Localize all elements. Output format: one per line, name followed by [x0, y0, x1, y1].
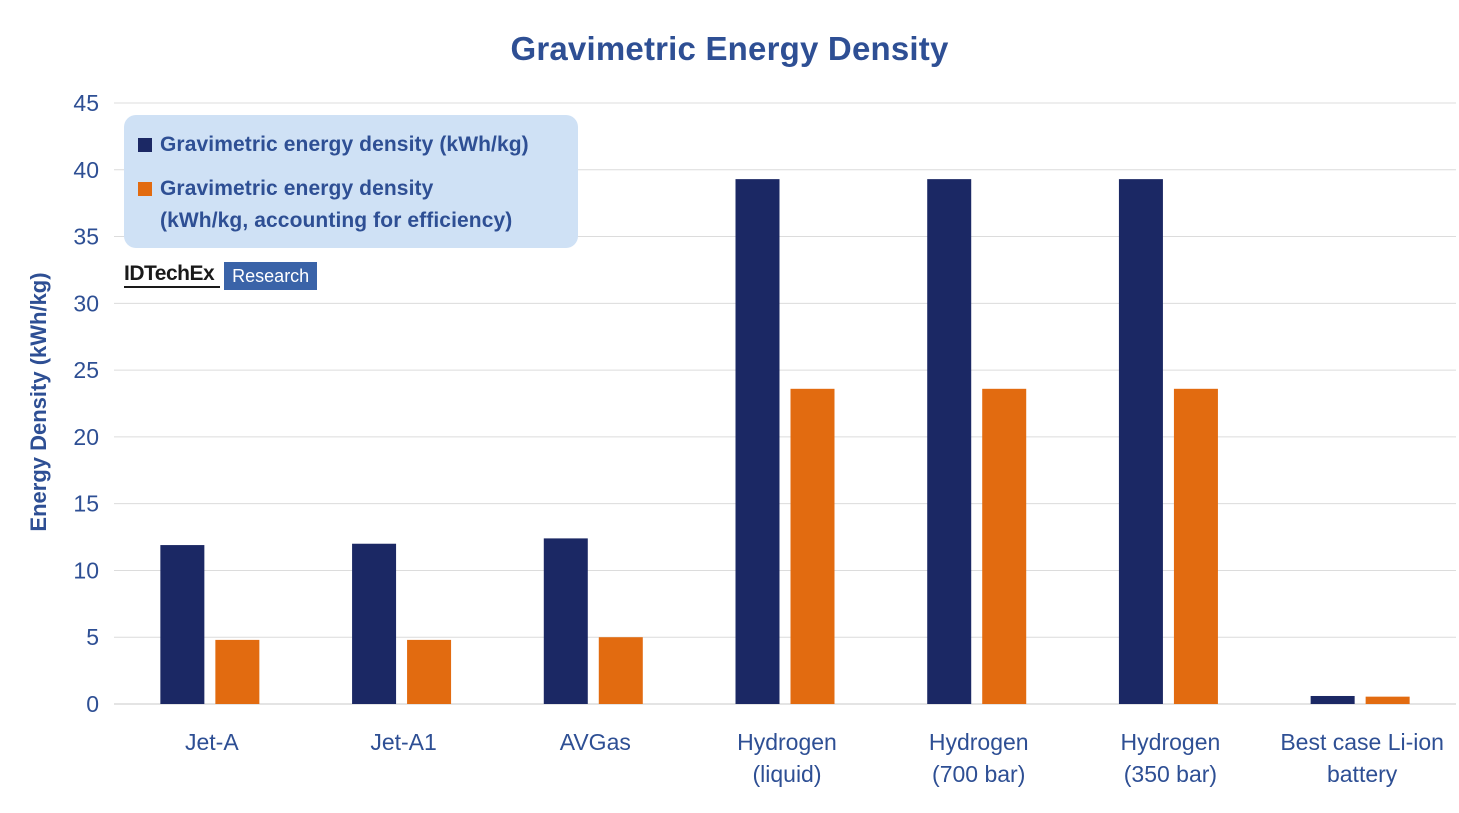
bar-energy-density: [1118, 179, 1163, 705]
x-tick-label: Hydrogen (700 bar): [929, 729, 1029, 787]
y-tick-label: 45: [73, 90, 99, 116]
x-tick-label: AVGas: [560, 729, 631, 755]
bar-energy-density: [543, 538, 588, 704]
y-tick-label: 20: [73, 424, 99, 450]
x-tick-label: Jet-A1: [370, 729, 436, 755]
bar-energy-density: [352, 543, 397, 704]
y-tick-label: 0: [86, 691, 99, 717]
legend-swatch-series-2: [138, 182, 152, 196]
y-tick-label: 10: [73, 557, 99, 583]
legend-item-series-2: Gravimetric energy density (kWh/kg, acco…: [138, 173, 566, 237]
bar-accounting-efficiency: [790, 388, 835, 704]
y-tick-label: 5: [86, 624, 99, 650]
y-tick-label: 35: [73, 224, 99, 250]
chart-title: Gravimetric Energy Density: [510, 30, 949, 67]
legend-label-series-1: Gravimetric energy density (kWh/kg): [160, 133, 529, 156]
bars: [160, 179, 1410, 705]
logo-tag: Research: [224, 262, 318, 290]
legend-item-series-1: Gravimetric energy density (kWh/kg): [138, 129, 566, 161]
bar-energy-density: [160, 545, 205, 704]
bar-accounting-efficiency: [1173, 388, 1218, 704]
y-tick-labels: 0 5 10 15 20 25 30 35 40 45: [73, 90, 99, 717]
bar-accounting-efficiency: [598, 637, 643, 704]
bar-accounting-efficiency: [1365, 696, 1410, 704]
legend: Gravimetric energy density (kWh/kg) Grav…: [124, 115, 578, 248]
bar-accounting-efficiency: [215, 639, 260, 704]
y-tick-label: 40: [73, 157, 99, 183]
bar-accounting-efficiency: [982, 388, 1027, 704]
x-tick-label: Best case Li-ion battery: [1280, 729, 1444, 787]
x-tick-label: Jet-A: [185, 729, 239, 755]
bar-energy-density: [1310, 695, 1355, 704]
y-tick-label: 15: [73, 491, 99, 517]
legend-swatch-series-1: [138, 138, 152, 152]
logo-name: IDTechEx: [124, 262, 221, 288]
y-tick-label: 25: [73, 357, 99, 383]
bar-accounting-efficiency: [407, 639, 452, 704]
bar-energy-density: [735, 179, 780, 705]
y-tick-label: 30: [73, 290, 99, 316]
x-tick-label: Hydrogen (liquid): [737, 729, 837, 787]
legend-label-series-2: Gravimetric energy density (kWh/kg, acco…: [160, 177, 513, 232]
idtechex-logo: IDTechEx Research: [124, 262, 318, 290]
x-tick-label: Hydrogen (350 bar): [1121, 729, 1221, 787]
bar-energy-density: [927, 179, 972, 705]
x-tick-labels: Jet-A Jet-A1 AVGas Hydrogen (liquid) Hydrogen…: [185, 729, 1444, 787]
